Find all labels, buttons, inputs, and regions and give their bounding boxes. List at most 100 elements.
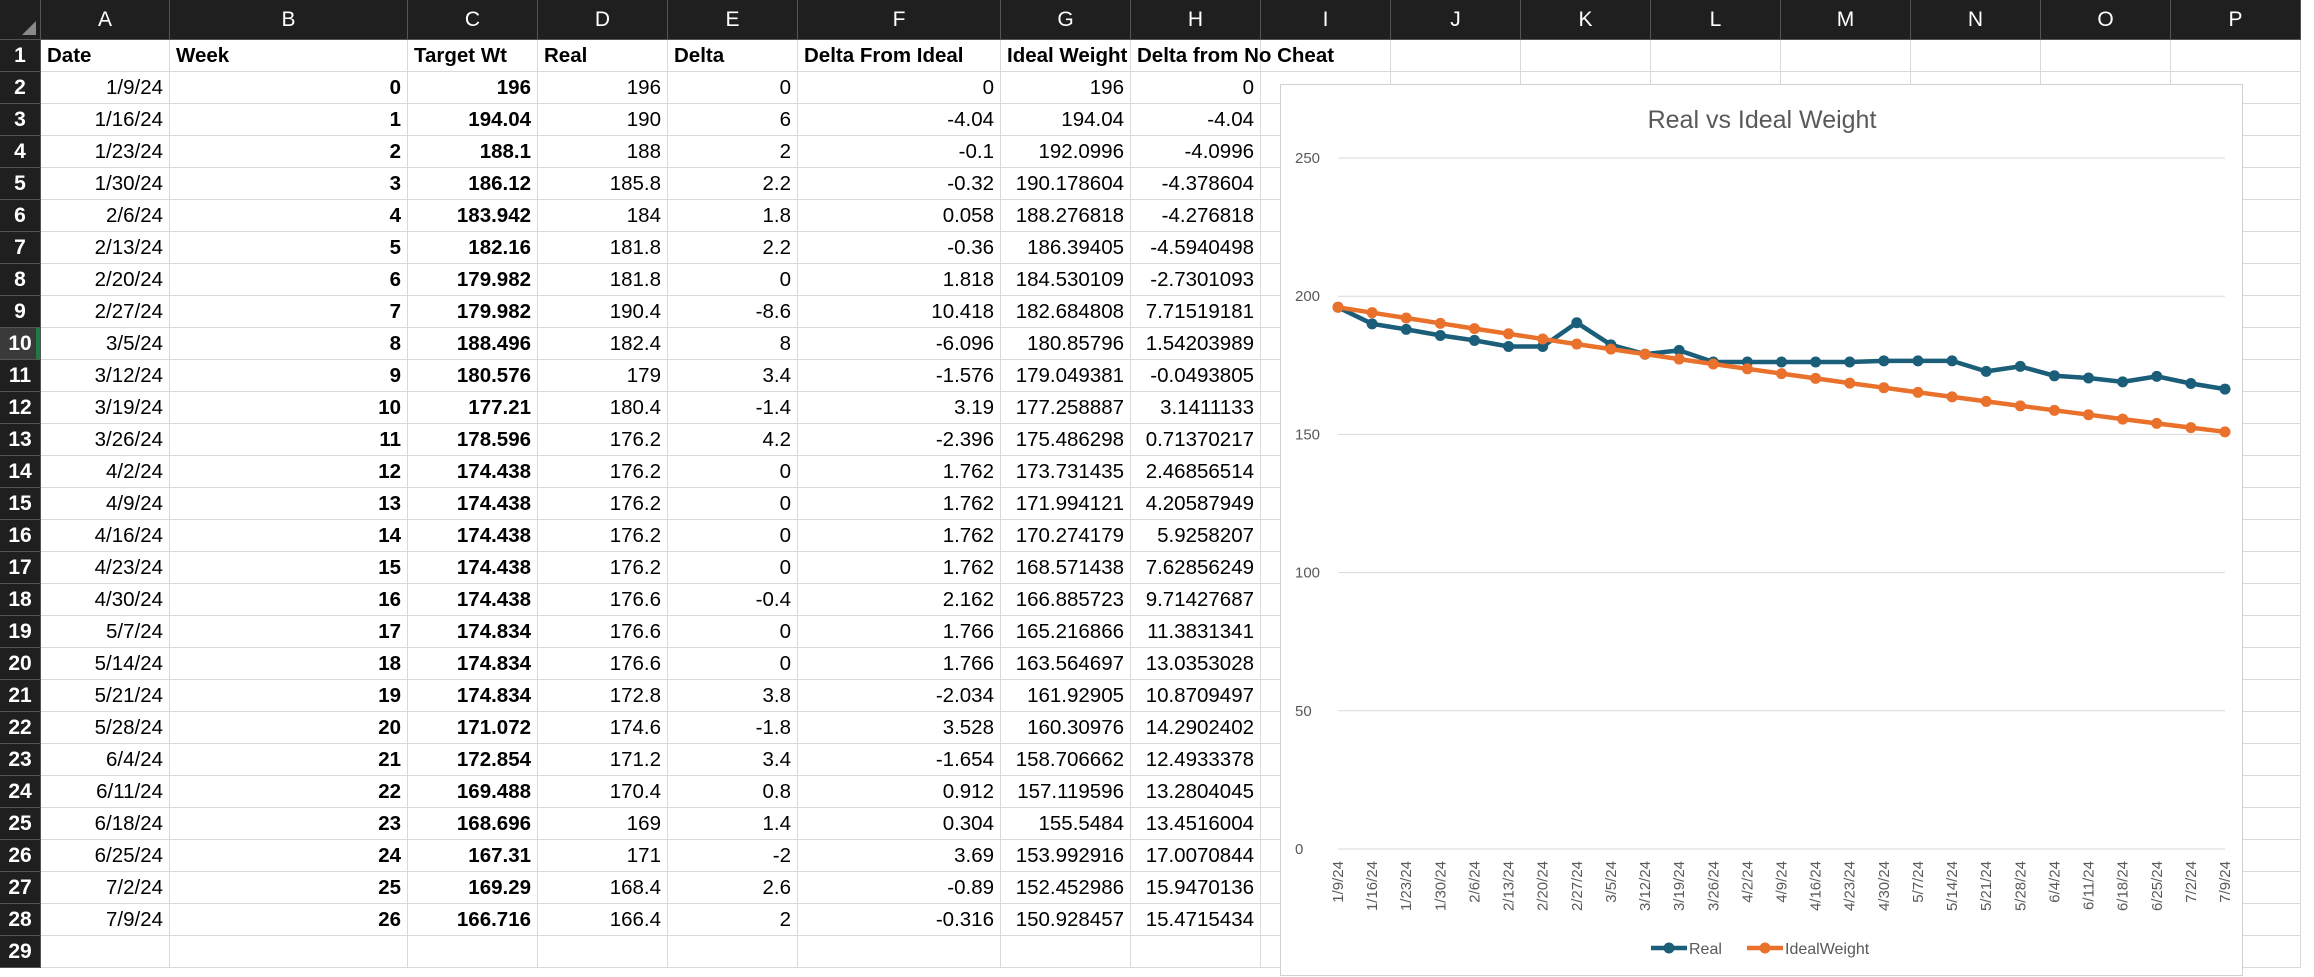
cell-G24[interactable]: 157.119596 — [1001, 776, 1131, 808]
column-header-B[interactable]: B — [170, 0, 408, 40]
cell-E23[interactable]: 3.4 — [668, 744, 798, 776]
cell-B24[interactable]: 22 — [170, 776, 408, 808]
cell-D21[interactable]: 172.8 — [538, 680, 668, 712]
cell-E5[interactable]: 2.2 — [668, 168, 798, 200]
cell-E1[interactable]: Delta — [668, 40, 798, 72]
cell-C10[interactable]: 188.496 — [408, 328, 538, 360]
cell-F13[interactable]: -2.396 — [798, 424, 1001, 456]
row-header-14[interactable]: 14 — [0, 456, 41, 488]
cell-G25[interactable]: 155.5484 — [1001, 808, 1131, 840]
cell-G18[interactable]: 166.885723 — [1001, 584, 1131, 616]
cell-B25[interactable]: 23 — [170, 808, 408, 840]
cell-B18[interactable]: 16 — [170, 584, 408, 616]
cell-E8[interactable]: 0 — [668, 264, 798, 296]
cell-B29[interactable] — [170, 936, 408, 968]
row-header-24[interactable]: 24 — [0, 776, 41, 808]
cell-B21[interactable]: 19 — [170, 680, 408, 712]
cell-F15[interactable]: 1.762 — [798, 488, 1001, 520]
cell-G23[interactable]: 158.706662 — [1001, 744, 1131, 776]
cell-C26[interactable]: 167.31 — [408, 840, 538, 872]
cell-C19[interactable]: 174.834 — [408, 616, 538, 648]
row-header-20[interactable]: 20 — [0, 648, 41, 680]
cell-B23[interactable]: 21 — [170, 744, 408, 776]
cell-C11[interactable]: 180.576 — [408, 360, 538, 392]
column-header-L[interactable]: L — [1651, 0, 1781, 40]
cell-E7[interactable]: 2.2 — [668, 232, 798, 264]
row-header-5[interactable]: 5 — [0, 168, 41, 200]
cell-L1[interactable] — [1651, 40, 1781, 72]
cell-A5[interactable]: 1/30/24 — [41, 168, 170, 200]
cell-G28[interactable]: 150.928457 — [1001, 904, 1131, 936]
cell-C12[interactable]: 177.21 — [408, 392, 538, 424]
cell-H13[interactable]: 0.71370217 — [1131, 424, 1261, 456]
row-header-19[interactable]: 19 — [0, 616, 41, 648]
cell-H23[interactable]: 12.4933378 — [1131, 744, 1261, 776]
cell-E29[interactable] — [668, 936, 798, 968]
cell-C6[interactable]: 183.942 — [408, 200, 538, 232]
cell-F10[interactable]: -6.096 — [798, 328, 1001, 360]
cell-E20[interactable]: 0 — [668, 648, 798, 680]
cell-E16[interactable]: 0 — [668, 520, 798, 552]
row-header-27[interactable]: 27 — [0, 872, 41, 904]
cell-G5[interactable]: 190.178604 — [1001, 168, 1131, 200]
cell-A15[interactable]: 4/9/24 — [41, 488, 170, 520]
cell-C28[interactable]: 166.716 — [408, 904, 538, 936]
row-header-22[interactable]: 22 — [0, 712, 41, 744]
cell-A23[interactable]: 6/4/24 — [41, 744, 170, 776]
cell-B15[interactable]: 13 — [170, 488, 408, 520]
cell-A13[interactable]: 3/26/24 — [41, 424, 170, 456]
cell-A4[interactable]: 1/23/24 — [41, 136, 170, 168]
cell-E13[interactable]: 4.2 — [668, 424, 798, 456]
cell-F25[interactable]: 0.304 — [798, 808, 1001, 840]
cell-D23[interactable]: 171.2 — [538, 744, 668, 776]
cell-H9[interactable]: 7.71519181 — [1131, 296, 1261, 328]
cell-H27[interactable]: 15.9470136 — [1131, 872, 1261, 904]
cell-G17[interactable]: 168.571438 — [1001, 552, 1131, 584]
cell-B11[interactable]: 9 — [170, 360, 408, 392]
row-header-23[interactable]: 23 — [0, 744, 41, 776]
cell-F4[interactable]: -0.1 — [798, 136, 1001, 168]
cell-G2[interactable]: 196 — [1001, 72, 1131, 104]
row-header-6[interactable]: 6 — [0, 200, 41, 232]
cell-A6[interactable]: 2/6/24 — [41, 200, 170, 232]
cell-H14[interactable]: 2.46856514 — [1131, 456, 1261, 488]
cell-D29[interactable] — [538, 936, 668, 968]
cell-H2[interactable]: 0 — [1131, 72, 1261, 104]
cell-G9[interactable]: 182.684808 — [1001, 296, 1131, 328]
cell-H21[interactable]: 10.8709497 — [1131, 680, 1261, 712]
cell-G8[interactable]: 184.530109 — [1001, 264, 1131, 296]
cell-E10[interactable]: 8 — [668, 328, 798, 360]
cell-H11[interactable]: -0.0493805 — [1131, 360, 1261, 392]
cell-H7[interactable]: -4.5940498 — [1131, 232, 1261, 264]
column-header-O[interactable]: O — [2041, 0, 2171, 40]
cell-G6[interactable]: 188.276818 — [1001, 200, 1131, 232]
cell-D11[interactable]: 179 — [538, 360, 668, 392]
cell-B9[interactable]: 7 — [170, 296, 408, 328]
cell-D5[interactable]: 185.8 — [538, 168, 668, 200]
cell-F24[interactable]: 0.912 — [798, 776, 1001, 808]
cell-D26[interactable]: 171 — [538, 840, 668, 872]
cell-C17[interactable]: 174.438 — [408, 552, 538, 584]
cell-D9[interactable]: 190.4 — [538, 296, 668, 328]
cell-F18[interactable]: 2.162 — [798, 584, 1001, 616]
cell-A26[interactable]: 6/25/24 — [41, 840, 170, 872]
cell-H5[interactable]: -4.378604 — [1131, 168, 1261, 200]
cell-B17[interactable]: 15 — [170, 552, 408, 584]
cell-C20[interactable]: 174.834 — [408, 648, 538, 680]
cell-F2[interactable]: 0 — [798, 72, 1001, 104]
cell-F12[interactable]: 3.19 — [798, 392, 1001, 424]
column-header-M[interactable]: M — [1781, 0, 1911, 40]
cell-N1[interactable] — [1911, 40, 2041, 72]
cell-B19[interactable]: 17 — [170, 616, 408, 648]
cell-F22[interactable]: 3.528 — [798, 712, 1001, 744]
row-header-26[interactable]: 26 — [0, 840, 41, 872]
cell-F19[interactable]: 1.766 — [798, 616, 1001, 648]
cell-F27[interactable]: -0.89 — [798, 872, 1001, 904]
cell-A11[interactable]: 3/12/24 — [41, 360, 170, 392]
cell-C29[interactable] — [408, 936, 538, 968]
cell-F6[interactable]: 0.058 — [798, 200, 1001, 232]
cell-F11[interactable]: -1.576 — [798, 360, 1001, 392]
cell-E21[interactable]: 3.8 — [668, 680, 798, 712]
row-header-13[interactable]: 13 — [0, 424, 41, 456]
row-header-17[interactable]: 17 — [0, 552, 41, 584]
